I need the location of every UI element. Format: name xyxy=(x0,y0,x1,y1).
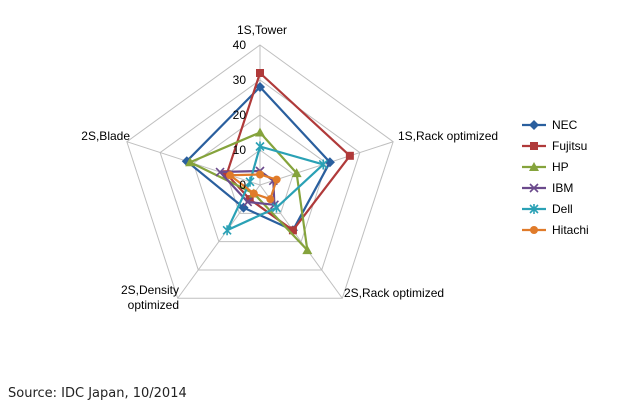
point-hitachi-1s-rack-optimized xyxy=(272,175,281,184)
category-label-1s-tower: 1S,Tower xyxy=(237,23,287,37)
category-label-2s-density-optimized: 2S,Density optimized xyxy=(121,283,179,312)
series-line-nec xyxy=(185,85,332,232)
radar-chart: 1S,Tower 1S,Rack optimized 2S,Rack optimiz… xyxy=(81,23,589,312)
point-hp-2s-blade xyxy=(185,157,196,167)
legend-label-hp: HP xyxy=(552,160,569,174)
tick-label-10: 10 xyxy=(233,143,247,157)
grid-ring-10 xyxy=(226,149,294,214)
point-dell-1s-rack-optimized xyxy=(318,159,328,170)
category-label-2s-rack-optimized: 2S,Rack optimized xyxy=(344,286,444,300)
point-hp-2s-rack-optimized xyxy=(302,245,313,255)
point-nec-2s-density-optimized xyxy=(238,202,249,213)
point-hitachi-1s-tower xyxy=(256,170,264,179)
legend-marker-nec xyxy=(529,120,539,130)
point-hitachi-2s-blade xyxy=(226,171,235,180)
legend: NEC Fujitsu HP IBM Dell Hitachi xyxy=(522,118,589,237)
series-line-fujitsu xyxy=(225,71,351,232)
tick-label-0: 0 xyxy=(239,178,246,192)
legend-marker-hitachi xyxy=(530,226,538,234)
source-note: Source: IDC Japan, 10/2014 xyxy=(8,386,187,401)
legend-label-fujitsu: Fujitsu xyxy=(552,139,587,153)
legend-marker-fujitsu xyxy=(530,142,538,150)
point-dell-2s-density-optimized xyxy=(222,225,232,236)
tick-label-20: 20 xyxy=(233,108,247,122)
point-hp-1s-tower xyxy=(255,127,265,137)
point-fujitsu-1s-rack-optimized xyxy=(345,151,354,160)
legend-marker-ibm xyxy=(529,183,539,193)
legend-label-ibm: IBM xyxy=(552,181,573,195)
point-dell-1s-tower xyxy=(255,141,265,152)
legend-marker-hp xyxy=(529,162,539,171)
tick-label-30: 30 xyxy=(233,73,247,87)
category-labels: 1S,Tower 1S,Rack optimized 2S,Rack optimiz… xyxy=(81,23,498,312)
legend-label-hitachi: Hitachi xyxy=(552,223,589,237)
point-hp-1s-rack-optimized xyxy=(291,168,302,178)
point-nec-1s-tower xyxy=(255,82,265,92)
point-fujitsu-2s-rack-optimized xyxy=(288,226,297,235)
point-ibm-2s-density-optimized xyxy=(243,197,253,207)
legend-marker-dell xyxy=(529,204,539,214)
point-hitachi-2s-density-optimized xyxy=(249,189,258,198)
legend-label-nec: NEC xyxy=(552,118,578,132)
point-dell-2s-rack-optimized xyxy=(271,202,282,213)
legend-label-dell: Dell xyxy=(552,202,573,216)
point-hitachi-2s-rack-optimized xyxy=(266,195,275,204)
category-label-1s-rack-optimized: 1S,Rack optimized xyxy=(398,129,498,143)
tick-label-40: 40 xyxy=(233,38,247,52)
radar-series xyxy=(181,69,354,255)
point-dell-2s-blade xyxy=(245,176,255,187)
point-fujitsu-1s-tower xyxy=(256,69,264,77)
grid-ring-40 xyxy=(126,44,394,299)
tick-labels: 0 10 20 30 40 xyxy=(233,38,247,192)
series-line-hp xyxy=(188,131,309,252)
point-nec-1s-rack-optimized xyxy=(324,157,335,168)
grid-ring-30 xyxy=(159,79,361,271)
category-label-2s-blade: 2S,Blade xyxy=(81,129,130,143)
series-line-dell xyxy=(225,145,325,232)
point-ibm-2s-blade xyxy=(215,167,225,177)
